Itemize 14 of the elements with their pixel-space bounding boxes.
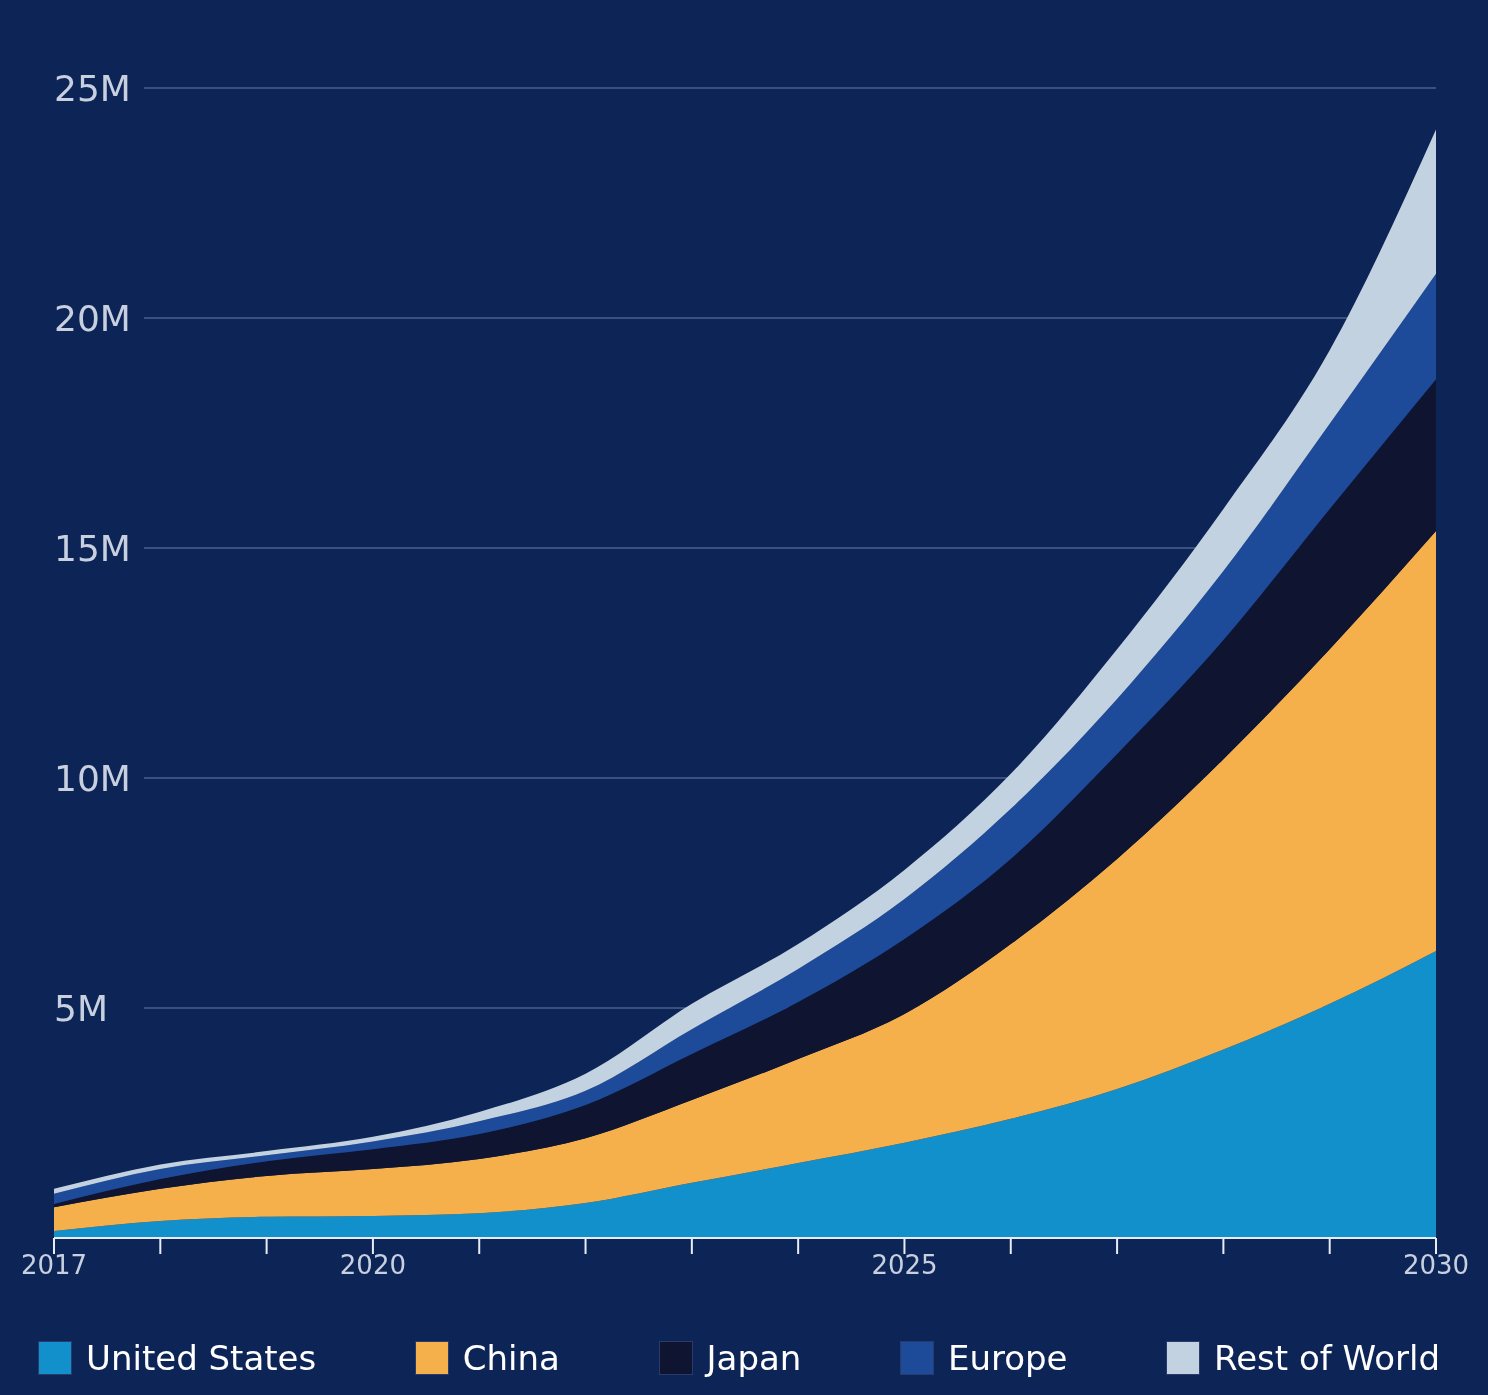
y-tick-label: 25M xyxy=(54,67,131,109)
y-tick-label: 10M xyxy=(54,757,131,799)
legend-label: United States xyxy=(86,1338,317,1378)
legend-label: Rest of World xyxy=(1214,1338,1440,1378)
x-tick-label: 2030 xyxy=(1402,1250,1470,1281)
y-tick-label: 5M xyxy=(54,987,108,1029)
x-tick-label: 2020 xyxy=(339,1250,407,1281)
y-tick-label: 20M xyxy=(54,297,131,339)
y-tick-label: 15M xyxy=(54,527,131,569)
legend-label: Japan xyxy=(706,1338,802,1378)
x-tick-label: 2017 xyxy=(20,1250,88,1281)
legend-label: China xyxy=(462,1338,560,1378)
x-tick-label: 2025 xyxy=(871,1250,938,1281)
legend-label: Europe xyxy=(947,1338,1068,1378)
